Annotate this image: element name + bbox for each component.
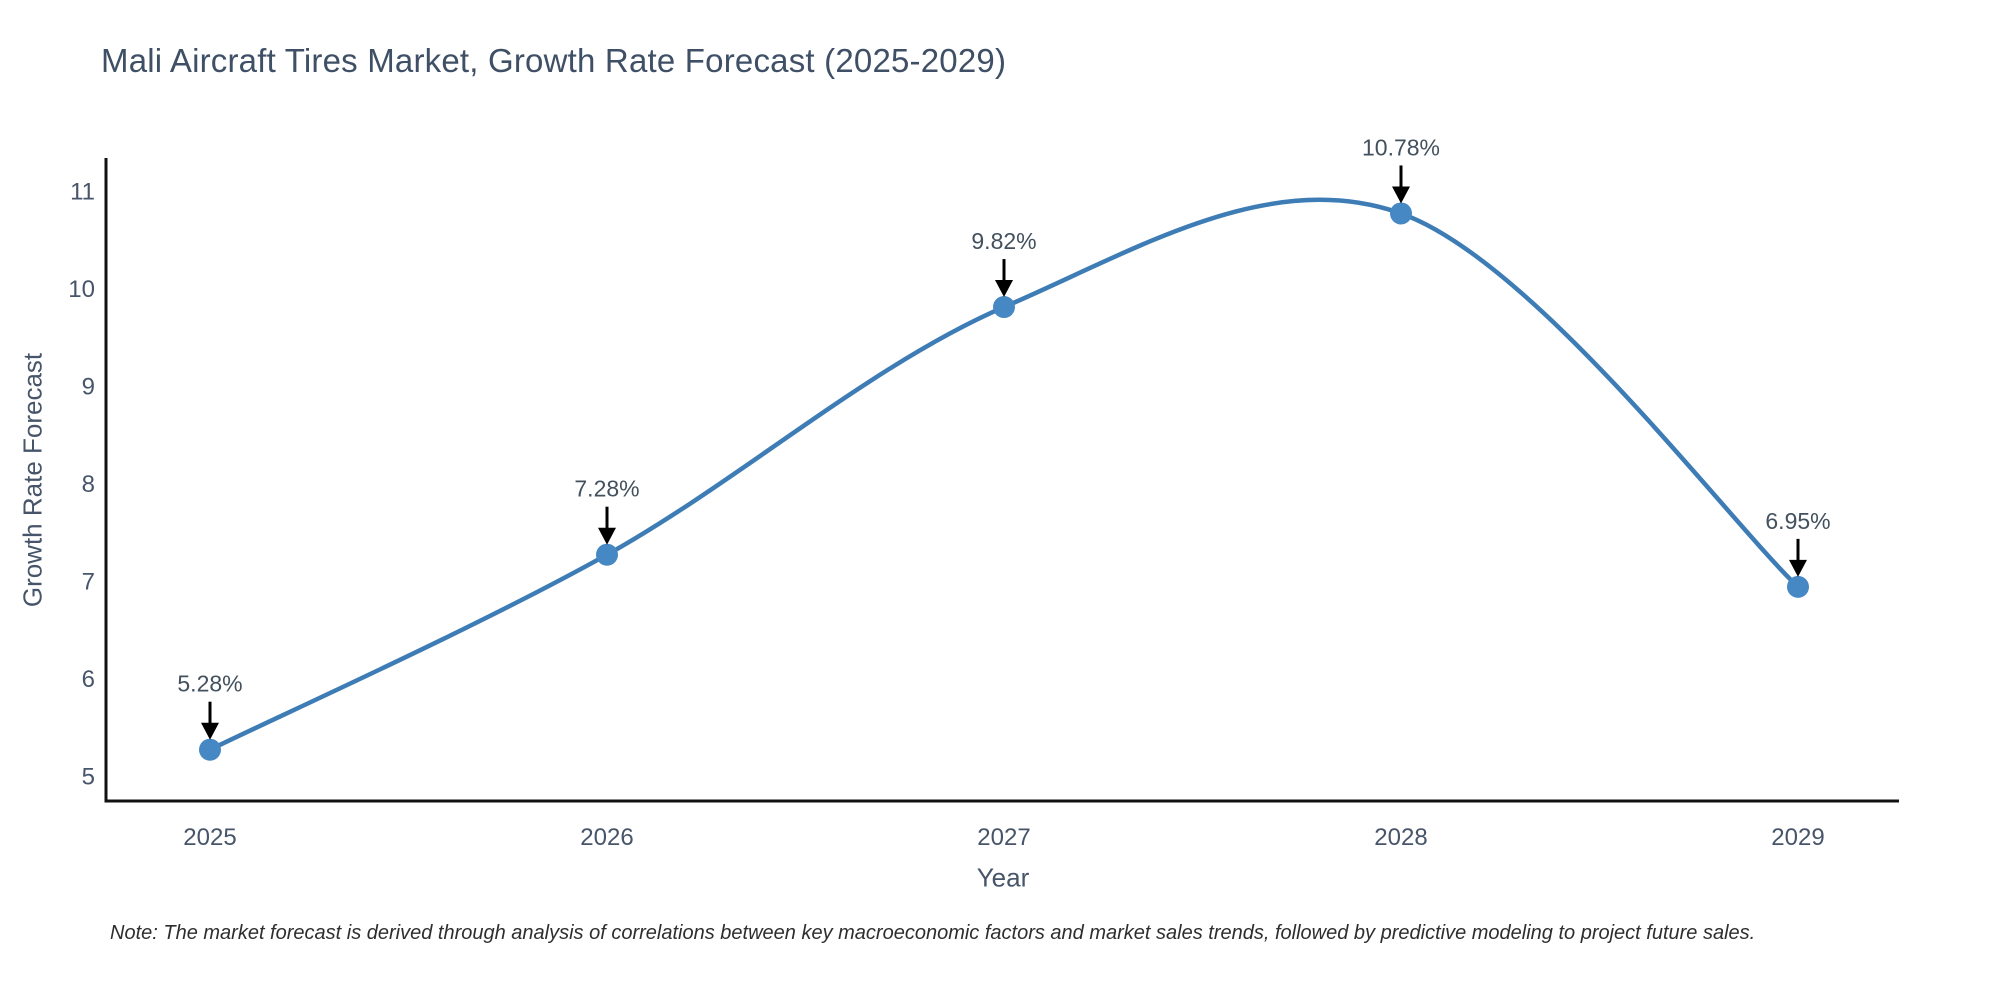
data-point-marker[interactable] [596,543,618,566]
x-axis-tick-label: 2025 [183,824,236,851]
x-axis-tick-label: 2027 [977,824,1030,851]
chart-footnote: Note: The market forecast is derived thr… [110,922,1756,944]
y-axis-tick-label: 5 [82,764,95,791]
data-point-marker[interactable] [993,296,1015,319]
annotation-arrow-head [1392,186,1410,204]
data-point-label: 6.95% [1765,508,1830,534]
data-point-label: 5.28% [177,671,242,697]
y-axis-tick-label: 6 [82,666,95,693]
data-point-label: 9.82% [971,228,1036,254]
y-axis-tick-label: 11 [70,179,95,206]
data-point-label: 7.28% [574,476,639,502]
y-axis-tick-label: 8 [82,471,95,498]
y-axis-tick-label: 7 [82,569,95,596]
data-point-marker[interactable] [1787,575,1809,598]
annotation-arrow-head [201,722,219,740]
y-axis-tick-label: 9 [82,374,95,401]
annotation-arrow-head [995,280,1013,298]
data-point-marker[interactable] [199,738,221,761]
annotation-arrow-head [598,527,616,545]
data-point-marker[interactable] [1390,202,1412,225]
chart-title: Mali Aircraft Tires Market, Growth Rate … [101,42,1007,79]
x-axis-tick-label: 2029 [1771,824,1824,851]
x-axis-tick-label: 2026 [580,824,633,851]
y-axis-tick-label: 10 [68,276,95,303]
x-axis-title: Year [976,862,1030,893]
x-axis-tick-label: 2028 [1374,824,1427,851]
y-axis-title: Growth Rate Forecast [17,352,48,608]
data-point-label: 10.78% [1362,134,1440,160]
annotation-arrow-head [1789,559,1807,577]
